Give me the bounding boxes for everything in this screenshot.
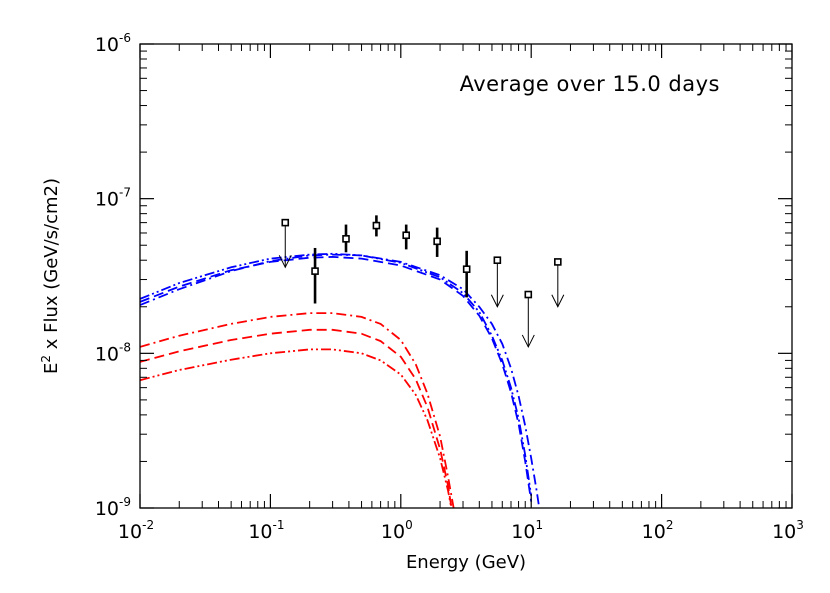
x-tick-label: 100	[381, 518, 413, 543]
upper-limit-arrowhead	[551, 294, 565, 308]
y-tick-label-exp: -7	[119, 186, 131, 200]
y-tick-label: 10-7	[95, 186, 131, 211]
x-tick-label: 10-1	[248, 518, 284, 543]
x-tick-label: 103	[772, 518, 804, 543]
data-point-marker	[342, 235, 350, 243]
plot-frame	[139, 43, 793, 509]
y-axis-title: E2 x Flux (GeV/s/cm2)	[39, 178, 62, 374]
y-tick-label-exp: -9	[119, 495, 131, 509]
x-tick-label-base: 10	[772, 521, 796, 543]
data-point-marker	[311, 267, 319, 275]
y-tick-label-base: 10	[95, 343, 119, 365]
y-axis-title-sup: 2	[39, 355, 53, 363]
model-curve-6	[140, 348, 453, 508]
x-axis-title: Energy (GeV)	[406, 552, 526, 573]
data-point-marker	[462, 265, 471, 273]
x-tick-label-base: 10	[511, 521, 535, 543]
y-tick-label-base: 10	[95, 189, 119, 211]
y-tick-label-exp: -6	[119, 31, 131, 45]
y-tick-label-exp: -8	[119, 340, 131, 354]
y-tick-label-base: 10	[95, 498, 119, 520]
data-point-marker	[372, 221, 381, 230]
x-tick-label: 102	[642, 518, 674, 543]
model-curve-5	[140, 328, 453, 508]
upper-limit-marker	[281, 218, 290, 227]
upper-limit-marker	[524, 290, 533, 299]
x-tick-label: 101	[511, 518, 543, 543]
data-point-marker	[402, 231, 410, 240]
y-tick-label: 10-8	[95, 340, 131, 365]
x-tick-label-exp: 0	[405, 518, 413, 532]
y-tick-label: 10-9	[95, 495, 131, 520]
y-tick-label: 10-6	[95, 31, 131, 56]
annotation-text: Average over 15.0 days	[460, 72, 720, 96]
x-tick-label-exp: 1	[535, 518, 543, 532]
x-tick-label-exp: 3	[796, 518, 804, 532]
y-tick-label-base: 10	[95, 34, 119, 56]
upper-limit-arrowhead	[490, 294, 504, 308]
y-axis-title-main: E	[41, 363, 62, 374]
data-points	[278, 215, 565, 349]
upper-limit-arrowhead	[278, 255, 292, 269]
x-tick-label-exp: -1	[273, 518, 285, 532]
model-curve-2	[140, 255, 533, 502]
y-axis-title-rest: x Flux (GeV/s/cm2)	[41, 178, 62, 355]
model-curve-3	[140, 252, 533, 496]
model-curve-4	[140, 312, 455, 508]
data-point-marker	[433, 237, 441, 246]
upper-limit-marker	[554, 258, 562, 266]
x-tick-label-base: 10	[118, 521, 142, 543]
upper-limit-marker	[493, 256, 502, 265]
x-tick-label: 10-2	[118, 518, 154, 543]
x-tick-label-exp: 2	[666, 518, 674, 532]
x-tick-label-exp: -2	[142, 518, 154, 532]
x-tick-label-base: 10	[248, 521, 272, 543]
x-tick-label-base: 10	[381, 521, 405, 543]
x-tick-label-base: 10	[642, 521, 666, 543]
upper-limit-arrowhead	[521, 334, 535, 349]
model-curves	[140, 252, 541, 508]
